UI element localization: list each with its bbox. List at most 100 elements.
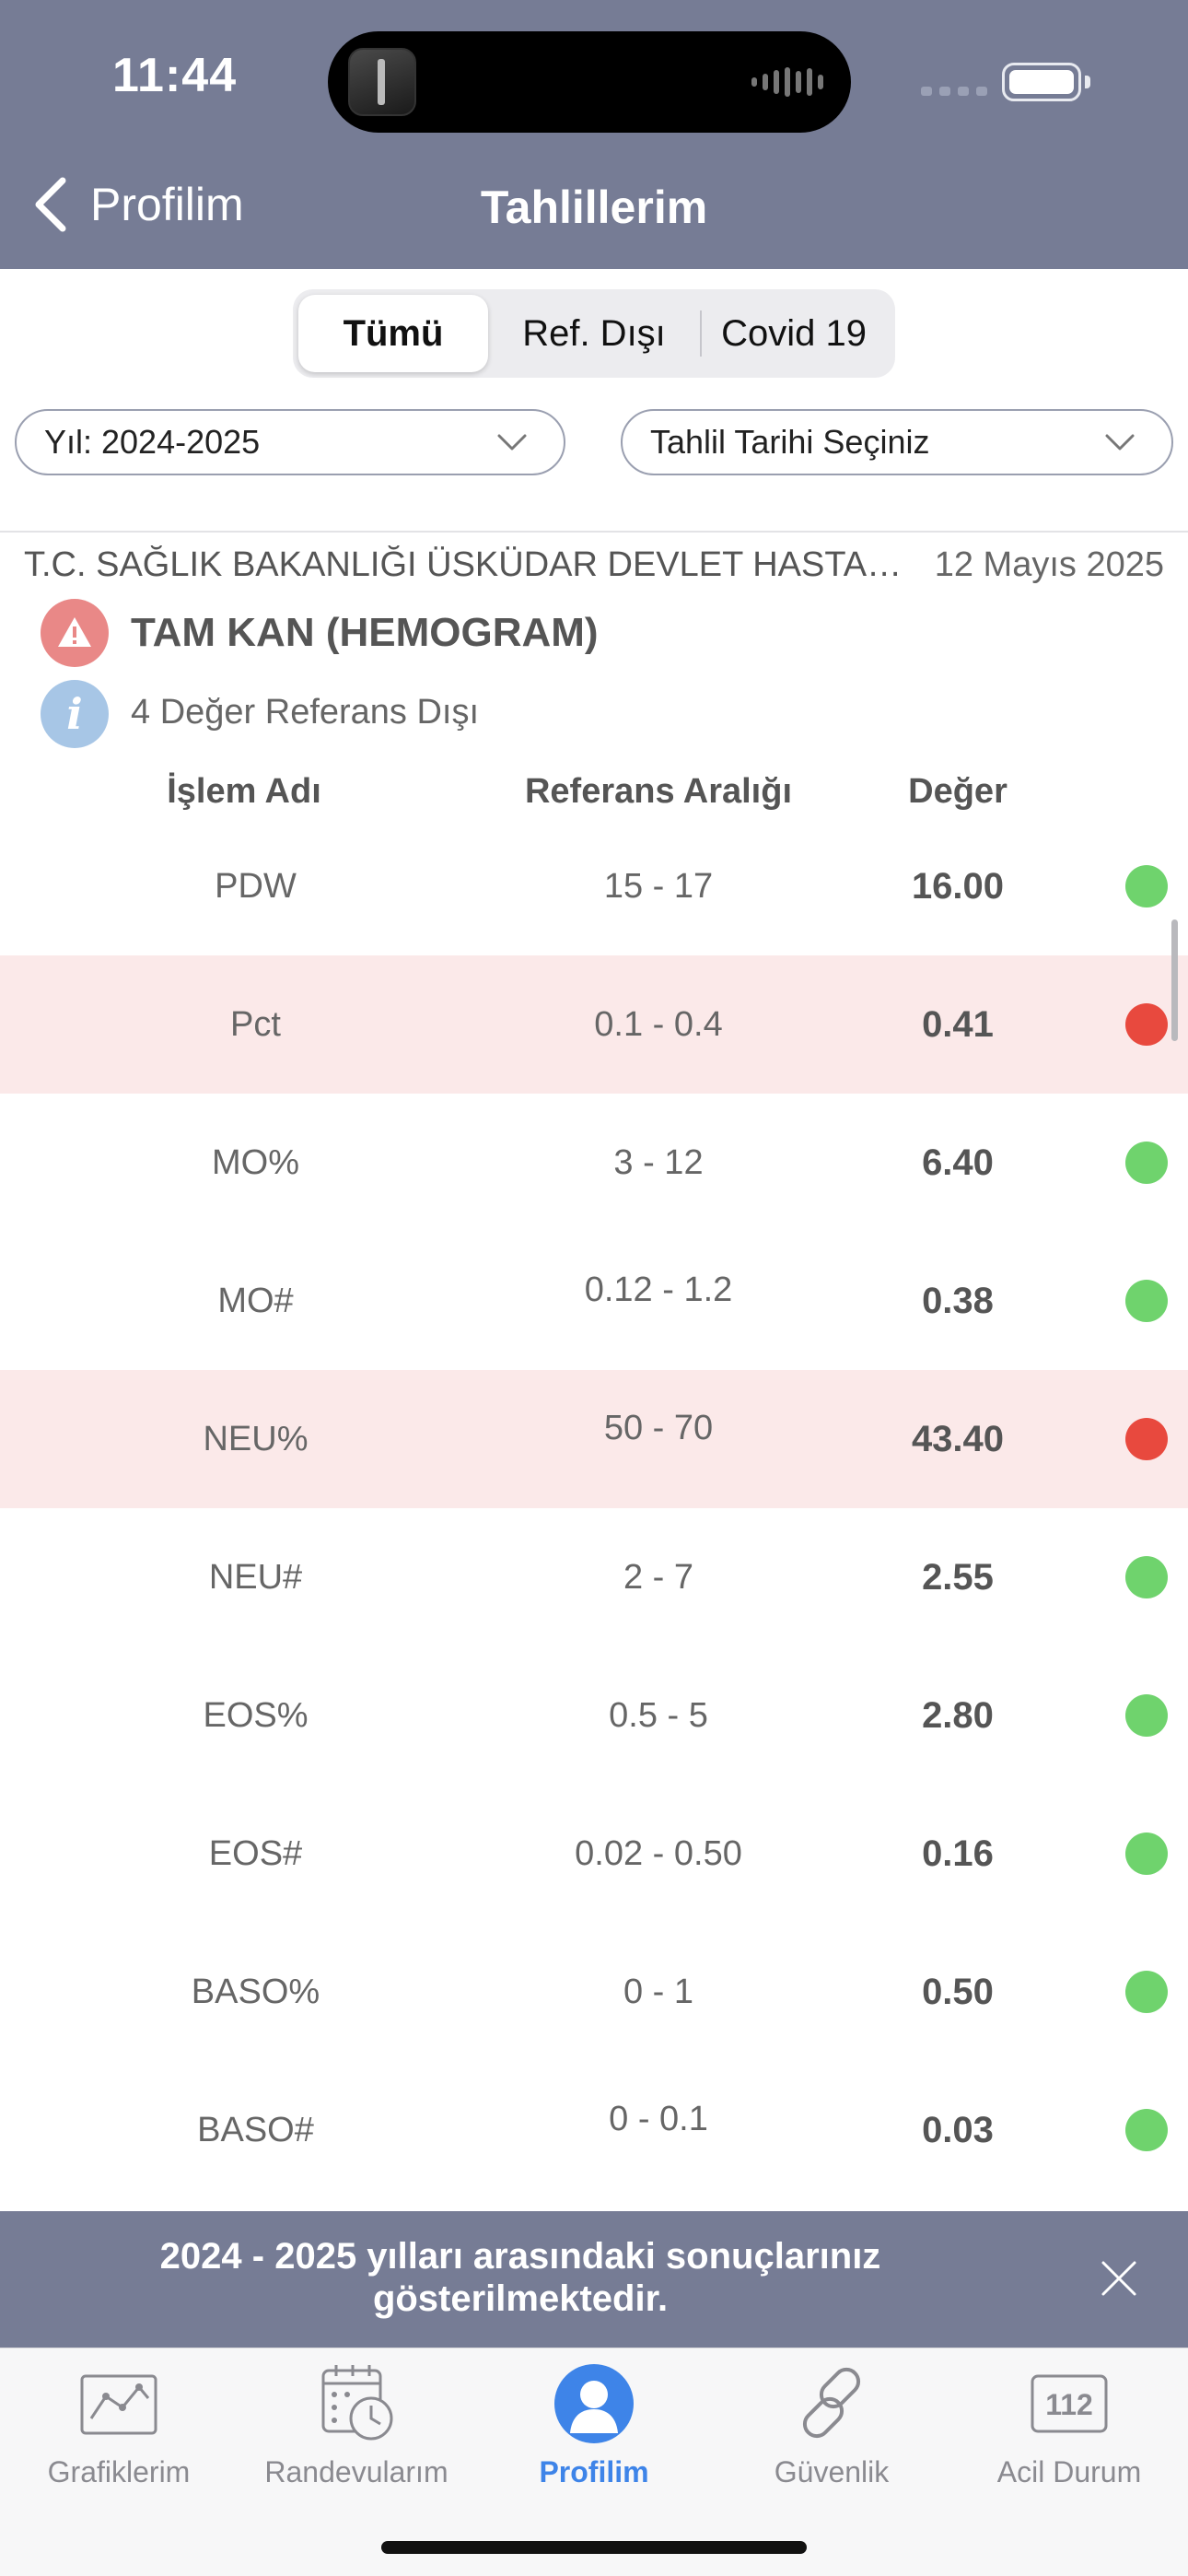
result-value: 0.41 [922, 1003, 994, 1045]
tab-profile[interactable]: Profilim [475, 2361, 713, 2489]
result-value: 0.38 [922, 1280, 994, 1321]
back-label: Profilim [90, 179, 244, 230]
tab-label: Acil Durum [996, 2455, 1142, 2488]
test-date-select[interactable]: Tahlil Tarihi Seçiniz [621, 409, 1173, 475]
banner-message: 2024 - 2025 yılları arasındaki sonuçları… [159, 2236, 881, 2319]
tab-security[interactable]: Güvenlik [713, 2361, 950, 2489]
close-icon[interactable] [1096, 2255, 1142, 2301]
test-item-name: EOS# [208, 1833, 303, 1873]
reference-range: 2 - 7 [623, 1557, 694, 1597]
chart-icon [80, 2374, 157, 2435]
tab-appointments[interactable]: Randevularım [238, 2361, 475, 2489]
reference-range: 0.12 - 1.2 [584, 1270, 733, 1309]
reference-range: 3 - 12 [613, 1142, 704, 1182]
now-playing-artwork-icon [348, 48, 416, 116]
status-indicator [1125, 1556, 1168, 1598]
segment-divider [700, 310, 702, 357]
test-item-name: EOS% [203, 1695, 309, 1735]
reference-range: 0.1 - 0.4 [594, 1004, 723, 1044]
header: 11:44 Profilim Tahlillerim [0, 0, 1188, 269]
link-icon [802, 2367, 861, 2439]
tab-emergency[interactable]: 112 Acil Durum [950, 2361, 1188, 2489]
filter-segmented-control: Tümü Ref. Dışı Covid 19 [293, 289, 895, 378]
tab-charts[interactable]: Grafiklerim [0, 2361, 238, 2489]
column-header-reference: Referans Aralığı [524, 772, 793, 811]
out-of-range-count: 4 Değer Referans Dışı [131, 693, 480, 732]
status-indicator [1125, 1003, 1168, 1046]
column-header-value: Değer [908, 772, 1007, 811]
chevron-down-icon [497, 434, 527, 451]
status-indicator [1125, 865, 1168, 907]
home-indicator [381, 2541, 807, 2554]
table-row: NEU% 50 - 70 43.40 [0, 1370, 1188, 1508]
tab-label: Randevularım [264, 2455, 448, 2488]
table-row: NEU# 2 - 7 2.55 [0, 1508, 1188, 1646]
result-value: 6.40 [922, 1142, 994, 1183]
test-item-name: BASO% [191, 1972, 320, 2011]
status-indicator [1125, 1142, 1168, 1184]
result-value: 2.55 [922, 1556, 994, 1598]
result-value: 16.00 [911, 865, 1005, 907]
status-indicator [1125, 1418, 1168, 1460]
tab-label: Profilim [539, 2455, 649, 2488]
scrollbar[interactable] [1171, 919, 1178, 1041]
test-date-select-value: Tahlil Tarihi Seçiniz [650, 423, 930, 461]
table-row: EOS# 0.02 - 0.50 0.16 [0, 1785, 1188, 1923]
year-select[interactable]: Yıl: 2024-2025 [15, 409, 565, 475]
tab-bar: Grafiklerim Randevularım Profilim Güvenl… [0, 2348, 1188, 2576]
result-value: 0.50 [922, 1971, 994, 2012]
info-banner: 2024 - 2025 yılları arasındaki sonuçları… [0, 2211, 1188, 2348]
test-item-name: Pct [230, 1004, 281, 1044]
status-indicator [1125, 1694, 1168, 1737]
reference-range: 15 - 17 [603, 866, 714, 906]
result-value: 2.80 [922, 1694, 994, 1736]
test-name: TAM KAN (HEMOGRAM) [131, 610, 599, 655]
audio-waveform-icon [751, 66, 823, 98]
segment-covid[interactable]: Covid 19 [721, 312, 867, 354]
svg-text:112: 112 [1045, 2388, 1093, 2421]
result-date: 12 Mayıs 2025 [934, 545, 1164, 584]
calendar-clock-icon [321, 2365, 393, 2441]
divider [0, 531, 1188, 533]
chevron-left-icon [35, 177, 66, 232]
reference-range: 0.5 - 5 [609, 1695, 708, 1735]
emergency-112-icon: 112 [1031, 2374, 1108, 2433]
reference-range: 0 - 1 [623, 1972, 694, 2011]
test-item-name: BASO# [197, 2110, 314, 2149]
tab-label: Güvenlik [774, 2455, 890, 2488]
table-row: BASO% 0 - 1 0.50 [0, 1923, 1188, 2061]
profile-icon [554, 2364, 634, 2443]
table-row: EOS% 0.5 - 5 2.80 [0, 1646, 1188, 1785]
reference-range: 0 - 0.1 [609, 2100, 708, 2138]
back-button[interactable]: Profilim [33, 177, 244, 232]
dynamic-island [328, 31, 851, 133]
segment-all[interactable]: Tümü [298, 295, 488, 372]
status-time: 11:44 [112, 49, 238, 102]
page-title: Tahlillerim [480, 181, 708, 233]
column-header-name: İşlem Adı [167, 772, 321, 811]
signal-icon [921, 87, 987, 96]
result-value: 0.03 [922, 2109, 994, 2150]
result-value: 43.40 [911, 1418, 1005, 1459]
table-row: BASO# 0 - 0.1 0.03 [0, 2061, 1188, 2199]
reference-range: 0.02 - 0.50 [575, 1833, 742, 1873]
hospital-name: T.C. SAĞLIK BAKANLIĞI ÜSKÜDAR DEVLET HAS… [24, 545, 908, 584]
status-indicator [1125, 2109, 1168, 2151]
table-row: MO# 0.12 - 1.2 0.38 [0, 1232, 1188, 1370]
tab-label: Grafiklerim [47, 2455, 191, 2488]
table-row: Pct 0.1 - 0.4 0.41 [0, 955, 1188, 1094]
result-value: 0.16 [922, 1832, 994, 1874]
test-item-name: NEU# [208, 1557, 303, 1597]
table-row: PDW 15 - 17 16.00 [0, 817, 1188, 955]
segment-out-of-range[interactable]: Ref. Dışı [522, 312, 666, 354]
results-table: PDW 15 - 17 16.00 Pct 0.1 - 0.4 0.41 MO%… [0, 817, 1188, 2199]
status-indicator [1125, 1971, 1168, 2013]
info-icon: i [41, 680, 109, 748]
status-indicator [1125, 1280, 1168, 1322]
test-item-name: MO# [217, 1281, 294, 1320]
reference-range: 50 - 70 [603, 1409, 714, 1447]
test-item-name: MO% [212, 1142, 299, 1182]
status-indicator [1125, 1832, 1168, 1875]
test-item-name: NEU% [203, 1419, 309, 1458]
battery-icon [1002, 63, 1081, 101]
